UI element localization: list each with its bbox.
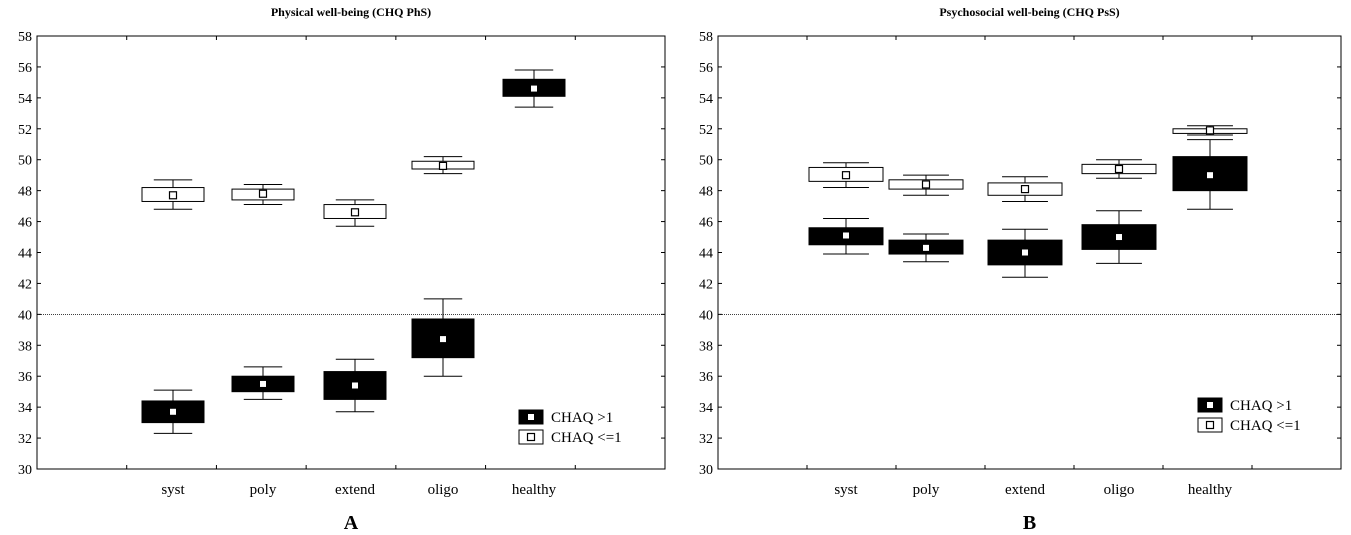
chart-title: Physical well-being (CHQ PhS) [271,5,431,19]
y-tick-label: 44 [18,247,32,262]
mean-marker [531,85,537,92]
chart-title: Psychosocial well-being (CHQ PsS) [939,5,1119,19]
y-tick-label: 30 [18,463,32,478]
y-tick-label: 42 [699,277,713,292]
y-tick-label: 34 [699,401,713,416]
box-chaq-gt-1-healthy [502,69,566,108]
plot-frame [36,35,666,470]
mean-marker [170,408,176,415]
y-tick-label: 36 [18,370,32,385]
x-category-label: syst [834,482,858,498]
mean-marker [1207,172,1213,179]
x-category-label: healthy [512,482,557,498]
box-chaq-le-1-syst [808,162,884,189]
mean-marker [1022,249,1028,256]
mean-marker [168,191,178,200]
box-chaq-gt-1-healthy [1172,139,1248,210]
legend-label: CHAQ <=1 [1230,418,1301,434]
y-tick-label: 38 [18,339,32,354]
panel-b: Psychosocial well-being (CHQ PsS) 30 32 34 3… [699,5,1342,534]
mean-marker [352,382,358,389]
y-tick-label: 56 [18,61,32,76]
box-chaq-le-1-poly [231,183,295,206]
y-tick-label: 36 [699,370,713,385]
y-tick-label: 58 [699,30,713,45]
y-tick-label: 46 [699,216,713,231]
box-chaq-le-1-extend [987,176,1063,202]
panel-a: Physical well-being (CHQ PhS) 30 32 34 36 38 4… [18,5,666,534]
box-chaq-gt-1-extend [987,228,1063,278]
x-category-label: extend [335,482,375,498]
mean-marker [843,232,849,239]
legend-label: CHAQ >1 [551,410,613,426]
legend-marker [1207,402,1213,408]
panel-letter: A [344,512,359,534]
box-chaq-le-1-poly [888,174,964,196]
x-category-label: healthy [1188,482,1233,498]
box-chaq-gt-1-oligo [411,298,475,377]
mean-marker [921,180,931,189]
mean-marker [1116,234,1122,241]
y-tick-label: 54 [18,92,32,107]
x-category-label: oligo [428,482,459,498]
y-tick-label: 30 [699,463,713,478]
y-tick-label: 50 [18,154,32,169]
y-tick-label: 38 [699,339,713,354]
legend-label: CHAQ <=1 [551,430,622,446]
mean-marker [438,161,448,170]
y-tick-label: 32 [699,432,713,447]
legend-label: CHAQ >1 [1230,398,1292,414]
x-category-label: poly [250,482,277,498]
legend: CHAQ >1 CHAQ <=1 [1197,397,1301,434]
mean-marker [258,189,268,198]
mean-marker [923,244,929,251]
y-tick-label: 52 [18,123,32,138]
box-chaq-gt-1-syst [141,389,205,434]
legend-marker [526,432,536,442]
y-tick-label: 58 [18,30,32,45]
legend-marker [528,414,534,420]
box-chaq-gt-1-syst [808,217,884,255]
y-tick-label: 52 [699,123,713,138]
mean-marker [260,380,266,387]
box-chaq-gt-1-poly [231,366,295,400]
box-chaq-le-1-extend [323,199,387,227]
box-chaq-le-1-oligo [411,156,475,175]
y-tick-label: 56 [699,61,713,76]
box-chaq-le-1-healthy [1172,125,1248,136]
x-category-label: poly [913,482,940,498]
panel-letter: B [1023,512,1036,534]
y-tick-label: 32 [18,432,32,447]
x-category-label: oligo [1104,482,1135,498]
box-chaq-gt-1-poly [888,233,964,263]
box-chaq-gt-1-oligo [1081,210,1157,264]
mean-marker [841,171,851,180]
y-tick-label: 42 [18,277,32,292]
y-tick-label: 48 [18,185,32,200]
y-tick-label: 40 [699,308,713,323]
y-tick-label: 34 [18,401,32,416]
y-tick-label: 50 [699,154,713,169]
legend-marker [1205,420,1215,430]
legend: CHAQ >1 CHAQ <=1 [518,409,622,446]
y-tick-label: 54 [699,92,713,107]
box-chaq-le-1-syst [141,179,205,210]
mean-marker [1205,126,1215,135]
mean-marker [1020,184,1030,194]
x-category-label: syst [161,482,185,498]
y-tick-label: 48 [699,185,713,200]
x-category-label: extend [1005,482,1045,498]
y-tick-label: 40 [18,308,32,323]
y-tick-label: 44 [699,247,713,262]
mean-marker [440,336,446,343]
box-chaq-gt-1-extend [323,358,387,413]
box-chaq-le-1-oligo [1081,159,1157,179]
mean-marker [350,208,360,217]
y-tick-label: 46 [18,216,32,231]
mean-marker [1114,164,1124,174]
